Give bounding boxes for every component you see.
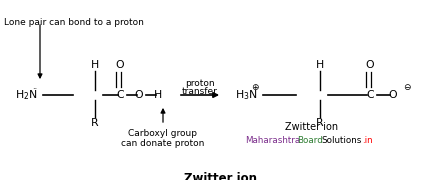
Text: H: H (91, 60, 99, 70)
Text: ··: ·· (32, 86, 38, 94)
Text: Board: Board (297, 136, 323, 145)
Text: Solutions: Solutions (321, 136, 361, 145)
Text: O: O (116, 60, 124, 70)
Text: transfer: transfer (182, 87, 218, 96)
Text: Lone pair can bond to a proton: Lone pair can bond to a proton (4, 18, 144, 27)
Text: H: H (316, 60, 324, 70)
Text: H$_3$N: H$_3$N (235, 88, 257, 102)
Text: Carboxyl group: Carboxyl group (128, 129, 198, 138)
Text: O: O (135, 90, 144, 100)
Text: O: O (389, 90, 397, 100)
Text: proton: proton (185, 78, 215, 87)
Text: $\ominus$: $\ominus$ (403, 82, 412, 92)
Text: .in: .in (362, 136, 373, 145)
Text: can donate proton: can donate proton (121, 139, 205, 148)
Text: R: R (91, 118, 99, 128)
Text: $\oplus$: $\oplus$ (251, 82, 259, 92)
Text: Zwitter ion: Zwitter ion (285, 122, 338, 132)
Text: Maharashtra: Maharashtra (245, 136, 300, 145)
Text: H$_2$N: H$_2$N (15, 88, 38, 102)
Text: C: C (116, 90, 124, 100)
Text: R: R (316, 118, 324, 128)
Text: O: O (365, 60, 374, 70)
Text: H: H (154, 90, 162, 100)
Text: Zwitter ion: Zwitter ion (184, 172, 257, 180)
Text: C: C (366, 90, 374, 100)
